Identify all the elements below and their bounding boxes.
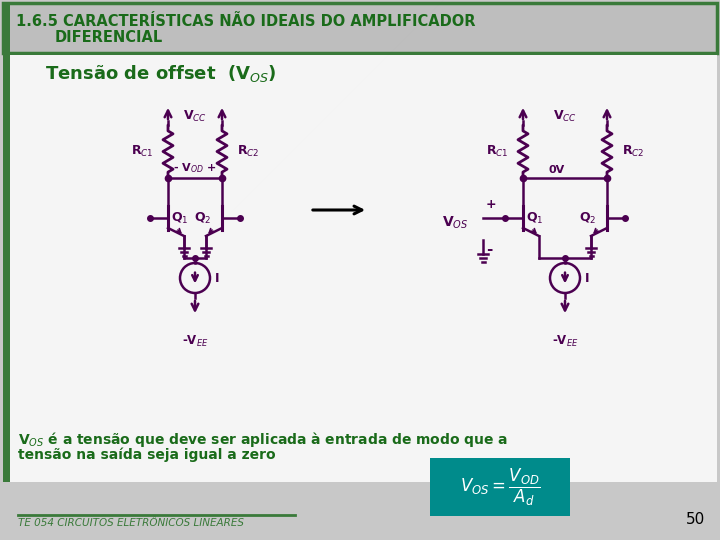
Text: V$_{OS}$: V$_{OS}$ — [442, 215, 468, 231]
Bar — [430, 458, 570, 516]
Text: Q$_1$: Q$_1$ — [526, 211, 544, 226]
Bar — [3, 3, 10, 53]
Text: Q$_2$: Q$_2$ — [579, 211, 596, 226]
Text: 0V: 0V — [549, 165, 565, 175]
Text: -: - — [486, 242, 492, 257]
Text: - V$_{OD}$ +: - V$_{OD}$ + — [174, 161, 217, 175]
Text: R$_{C1}$: R$_{C1}$ — [131, 144, 153, 159]
Text: R$_{C1}$: R$_{C1}$ — [486, 144, 508, 159]
Text: Q$_1$: Q$_1$ — [171, 211, 189, 226]
Bar — [3, 55, 10, 482]
Text: V$_{CC}$: V$_{CC}$ — [183, 109, 207, 124]
Text: -V$_{EE}$: -V$_{EE}$ — [552, 334, 578, 349]
Text: I: I — [215, 272, 220, 285]
Text: Q$_2$: Q$_2$ — [194, 211, 212, 226]
Text: -V$_{EE}$: -V$_{EE}$ — [181, 334, 208, 349]
Text: 50: 50 — [685, 512, 705, 527]
Text: I: I — [585, 272, 590, 285]
Text: R$_{C2}$: R$_{C2}$ — [622, 144, 644, 159]
Text: Tensão de offset  (V$_{OS}$): Tensão de offset (V$_{OS}$) — [45, 63, 276, 84]
Text: V$_{CC}$: V$_{CC}$ — [553, 109, 577, 124]
Text: 1.6.5 CARACTERÍSTICAS NÃO IDEAIS DO AMPLIFICADOR: 1.6.5 CARACTERÍSTICAS NÃO IDEAIS DO AMPL… — [16, 14, 475, 29]
Text: V$_{OS}$ é a tensão que deve ser aplicada à entrada de modo que a: V$_{OS}$ é a tensão que deve ser aplicad… — [18, 430, 508, 449]
Bar — [3, 55, 717, 482]
Text: tensão na saída seja igual a zero: tensão na saída seja igual a zero — [18, 448, 276, 462]
Bar — [3, 3, 717, 53]
Text: +: + — [486, 198, 497, 211]
Text: $V_{OS} = \dfrac{V_{OD}}{A_d}$: $V_{OS} = \dfrac{V_{OD}}{A_d}$ — [459, 467, 541, 508]
Text: TE 054 CIRCUITOS ELETRÔNICOS LINEARES: TE 054 CIRCUITOS ELETRÔNICOS LINEARES — [18, 518, 244, 528]
Text: DIFERENCIAL: DIFERENCIAL — [55, 30, 163, 45]
Text: R$_{C2}$: R$_{C2}$ — [237, 144, 259, 159]
